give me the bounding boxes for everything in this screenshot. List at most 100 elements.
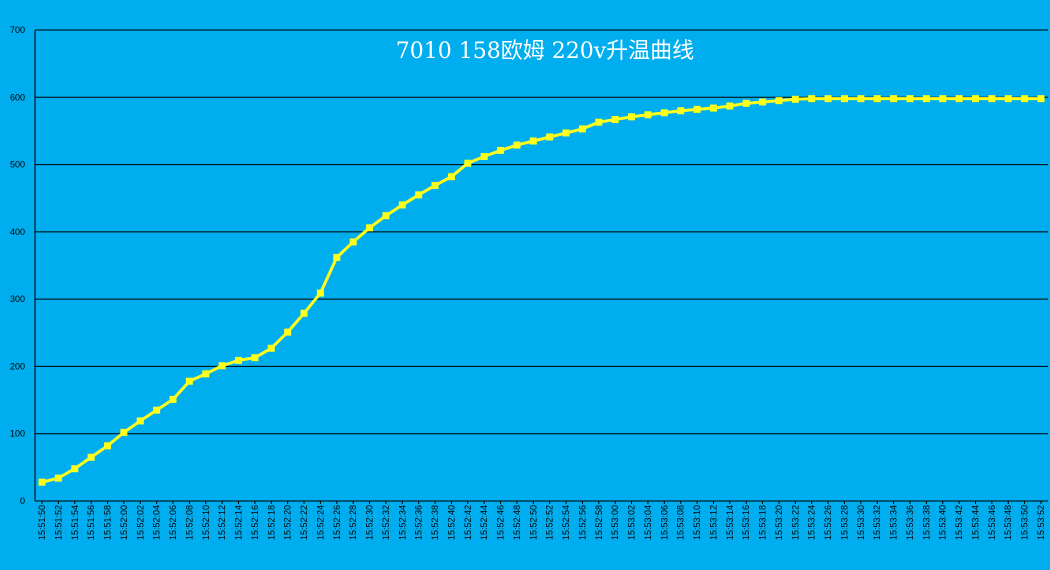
x-tick-label: 15:52:36	[414, 505, 424, 540]
data-point	[562, 129, 570, 137]
x-tick-label: 15:53:50	[1020, 505, 1030, 540]
y-tick-label: 700	[10, 25, 25, 35]
data-point	[202, 370, 210, 378]
x-tick-label: 15:52:08	[184, 505, 194, 540]
data-point	[71, 465, 79, 473]
data-point	[1004, 95, 1012, 103]
x-tick-label: 15:52:24	[315, 505, 325, 540]
x-tick-label: 15:53:36	[905, 505, 915, 540]
data-point	[513, 141, 521, 149]
data-point	[169, 395, 177, 403]
x-tick-label: 15:52:16	[250, 505, 260, 540]
data-point	[316, 289, 324, 297]
data-point	[104, 442, 112, 450]
data-point	[791, 95, 799, 103]
data-point	[136, 417, 144, 425]
data-point	[366, 224, 374, 232]
y-tick-label: 100	[10, 429, 25, 439]
data-point	[824, 95, 832, 103]
data-point	[971, 95, 979, 103]
y-tick-label: 300	[10, 294, 25, 304]
y-tick-label: 400	[10, 227, 25, 237]
data-point	[431, 181, 439, 189]
x-tick-label: 15:53:44	[970, 505, 980, 540]
series-line	[41, 97, 1041, 484]
data-point	[1021, 95, 1029, 103]
data-point	[267, 344, 275, 352]
data-point	[235, 356, 243, 364]
x-tick-label: 15:53:00	[610, 505, 620, 540]
x-tick-label: 15:52:58	[594, 505, 604, 540]
x-tick-label: 15:53:38	[921, 505, 931, 540]
series-layer	[38, 95, 1045, 486]
data-point	[709, 104, 717, 112]
data-point	[464, 159, 472, 167]
x-tick-label: 15:53:12	[708, 505, 718, 540]
data-point	[218, 362, 226, 370]
x-tick-label: 15:52:40	[446, 505, 456, 540]
data-point	[578, 125, 586, 133]
data-point	[120, 428, 128, 436]
data-point	[693, 105, 701, 113]
x-tick-label: 15:53:16	[741, 505, 751, 540]
x-tick-label: 15:53:24	[807, 505, 817, 540]
data-point	[726, 102, 734, 110]
x-tick-label: 15:52:48	[512, 505, 522, 540]
data-point	[644, 111, 652, 119]
x-tick-label: 15:52:10	[201, 505, 211, 540]
data-point	[857, 95, 865, 103]
x-tick-label: 15:53:52	[1036, 505, 1046, 540]
x-tick-label: 15:53:02	[627, 505, 637, 540]
x-tick-label: 15:52:56	[577, 505, 587, 540]
x-tick-label: 15:52:12	[217, 505, 227, 540]
data-point	[775, 97, 783, 105]
x-tick-label: 15:53:30	[856, 505, 866, 540]
x-tick-label: 15:51:52	[53, 505, 63, 540]
x-tick-label: 15:53:34	[889, 505, 899, 540]
x-tick-label: 15:53:18	[758, 505, 768, 540]
data-point	[54, 474, 62, 482]
x-tick-label: 15:53:42	[954, 505, 964, 540]
x-tick-label: 15:52:50	[528, 505, 538, 540]
x-tick-label: 15:52:54	[561, 505, 571, 540]
data-point	[742, 99, 750, 107]
x-tick-label: 15:51:56	[86, 505, 96, 540]
data-point	[660, 109, 668, 117]
x-tick-label: 15:52:42	[463, 505, 473, 540]
x-tick-label: 15:52:34	[397, 505, 407, 540]
data-point	[529, 137, 537, 145]
y-tick-label: 600	[10, 92, 25, 102]
x-tick-label: 15:53:46	[987, 505, 997, 540]
data-point	[840, 95, 848, 103]
x-tick-label: 15:52:22	[299, 505, 309, 540]
data-point	[988, 95, 996, 103]
x-tick-label: 15:52:44	[479, 505, 489, 540]
x-tick-label: 15:53:28	[839, 505, 849, 540]
data-point	[300, 309, 308, 317]
x-tick-label: 15:53:22	[790, 505, 800, 540]
data-point	[497, 146, 505, 154]
x-tick-label: 15:52:46	[496, 505, 506, 540]
x-tick-label: 15:51:58	[103, 505, 113, 540]
data-point	[611, 115, 619, 123]
data-point	[677, 107, 685, 115]
x-tick-label: 15:53:32	[872, 505, 882, 540]
x-tick-label: 15:52:26	[332, 505, 342, 540]
data-point	[808, 95, 816, 103]
x-tick-label: 15:52:06	[168, 505, 178, 540]
x-tick-label: 15:52:18	[266, 505, 276, 540]
y-axis: 0 100 200 300 400 500 600 700	[10, 25, 36, 506]
data-point	[153, 406, 161, 414]
x-tick-label: 15:53:14	[725, 505, 735, 540]
x-tick-label: 15:53:40	[938, 505, 948, 540]
data-point	[595, 118, 603, 126]
data-point	[382, 212, 390, 220]
x-tick-label: 15:52:28	[348, 505, 358, 540]
data-point	[546, 133, 554, 141]
data-point	[955, 95, 963, 103]
y-tick-label: 500	[10, 160, 25, 170]
data-point	[939, 95, 947, 103]
data-point	[251, 354, 259, 362]
x-tick-label: 15:53:08	[676, 505, 686, 540]
